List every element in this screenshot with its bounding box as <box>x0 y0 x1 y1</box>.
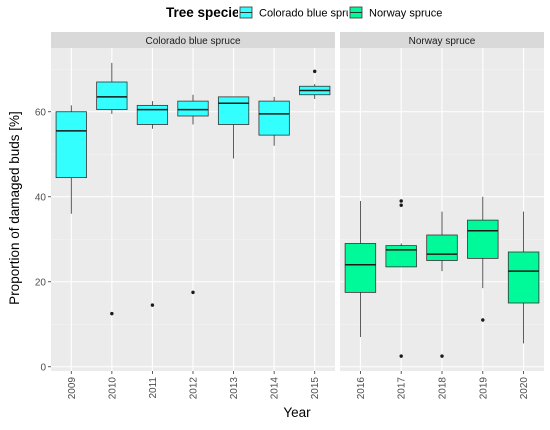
outlier-point <box>110 311 114 316</box>
strip-background-colorado <box>51 32 335 48</box>
outlier-point <box>399 199 403 203</box>
facet-panel-norway <box>340 48 544 371</box>
x-axis: 2009 2010 2011 2012 2013 2014 2015 2016 2017 2018… <box>67 371 530 399</box>
y-axis-title: Proportion of damaged buds [%] <box>7 111 22 305</box>
box-iqr <box>467 219 499 259</box>
outlier-point <box>481 318 485 322</box>
legend-entry-norway: Norway spruce <box>348 5 442 20</box>
box-2010 <box>96 62 128 316</box>
box-iqr <box>344 243 377 293</box>
strip-background-norway <box>340 32 544 48</box>
box-2015 <box>299 69 331 99</box>
box-iqr <box>385 245 417 268</box>
x-tick-label: 2014 <box>270 377 281 400</box>
x-tick-label: 2017 <box>397 377 408 400</box>
y-tick-label: 0 <box>40 362 46 373</box>
box-iqr <box>426 234 458 261</box>
strip-label-colorado: Colorado blue spruce <box>145 36 240 47</box>
y-tick-label: 20 <box>35 277 47 288</box>
box-2013 <box>217 96 250 159</box>
facet-strip-norway: Norway spruce <box>340 32 544 48</box>
box-2019 <box>467 196 499 322</box>
facet-strip-colorado: Colorado blue spruce <box>51 32 335 48</box>
box-2009 <box>55 105 87 214</box>
x-tick-label: 2018 <box>438 377 449 400</box>
facet-panel-colorado <box>51 48 335 371</box>
x-tick-label: 2010 <box>107 377 118 400</box>
box-2016 <box>344 201 377 337</box>
legend-label-norway: Norway spruce <box>369 8 442 20</box>
box-2018 <box>426 211 458 358</box>
legend: Tree species Colorado blue spruce Norway… <box>166 5 442 20</box>
box-iqr <box>507 251 540 304</box>
outlier-point <box>399 203 403 207</box>
x-tick-label: 2019 <box>478 377 489 400</box>
x-tick-label: 2013 <box>229 377 240 400</box>
x-tick-label: 2020 <box>519 377 530 400</box>
legend-entry-colorado: Colorado blue spruce <box>238 5 364 20</box>
x-tick-label: 2012 <box>189 377 200 400</box>
y-tick-label: 40 <box>35 192 47 203</box>
x-tick-label: 2015 <box>310 377 321 400</box>
box-2014 <box>258 96 290 146</box>
x-axis-title: Year <box>283 405 311 420</box>
outlier-point <box>191 290 195 295</box>
x-tick-label: 2016 <box>356 377 367 400</box>
outlier-point <box>313 69 317 74</box>
box-2011 <box>136 101 169 307</box>
box-iqr <box>177 100 209 117</box>
box-iqr <box>217 96 250 125</box>
legend-label-colorado: Colorado blue spruce <box>259 8 364 20</box>
box-iqr <box>96 81 128 111</box>
y-tick-label: 60 <box>35 107 47 118</box>
outlier-point <box>399 354 403 358</box>
legend-title: Tree species <box>166 5 247 20</box>
strip-label-norway: Norway spruce <box>409 36 476 47</box>
box-2012 <box>177 94 209 295</box>
box-iqr <box>258 100 290 136</box>
box-2020 <box>507 211 540 344</box>
x-tick-label: 2011 <box>148 377 159 399</box>
outlier-point <box>440 354 444 358</box>
plot-panels <box>51 48 544 371</box>
outlier-point <box>150 303 155 307</box>
box-2017 <box>385 199 417 358</box>
x-tick-label: 2009 <box>67 377 78 400</box>
y-axis: 0 20 40 60 <box>35 107 51 373</box>
box-iqr <box>55 111 87 179</box>
box-iqr <box>136 104 169 125</box>
